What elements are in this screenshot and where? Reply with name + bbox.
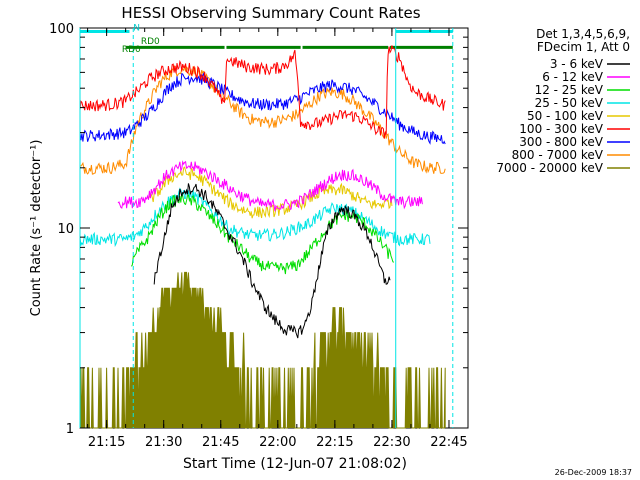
- legend-header: FDecim 1, Att 0: [537, 40, 630, 54]
- series-line-12-25kev: [131, 193, 395, 275]
- annotation-label: RD0: [141, 37, 160, 47]
- series-line-25-50kev: [79, 187, 431, 248]
- series-line-6-12kev: [117, 160, 423, 212]
- y-tick-label: 10: [57, 222, 74, 237]
- footer-date: 26-Dec-2009 18:37: [555, 468, 632, 477]
- x-tick-label: 21:15: [88, 435, 125, 450]
- series-lines: [79, 45, 446, 429]
- state-bars: [80, 30, 453, 49]
- series-line-800-7000kev: [79, 64, 446, 175]
- legend-label: 800 - 7000 keV: [512, 148, 604, 162]
- legend-label: 50 - 100 keV: [527, 109, 604, 123]
- y-tick-label: 100: [49, 22, 74, 37]
- series-line-7000-20000kev: [79, 271, 446, 429]
- x-tick-label: 21:45: [202, 435, 239, 450]
- annotation-label: N: [133, 24, 140, 34]
- y-axis-label: Count Rate (s⁻¹ detector⁻¹): [29, 140, 44, 317]
- y-tick-label: 1: [66, 422, 74, 437]
- y-axis: 1 10 100: [49, 22, 468, 437]
- x-tick-label: 22:45: [430, 435, 467, 450]
- legend-label: 7000 - 20000 keV: [496, 161, 603, 175]
- series-line-100-300kev: [79, 45, 446, 139]
- legend-label: 25 - 50 keV: [535, 96, 604, 110]
- series-line-3-6kev: [153, 183, 391, 339]
- x-tick-label: 21:30: [145, 435, 182, 450]
- annotation-label: RD0: [122, 45, 141, 55]
- x-tick-label: 22:15: [316, 435, 353, 450]
- x-tick-label: 22:00: [259, 435, 296, 450]
- series-line-300-800kev: [79, 72, 446, 145]
- legend: Det 1,3,4,5,6,9,FDecim 1, Att 0 3 - 6 keV…: [496, 27, 630, 175]
- series-line-50-100kev: [148, 166, 393, 219]
- legend-label: 6 - 12 keV: [542, 70, 604, 84]
- chart-title: HESSI Observing Summary Count Rates: [121, 4, 420, 22]
- x-axis-label: Start Time (12-Jun-07 21:08:02): [183, 456, 407, 472]
- legend-label: 300 - 800 keV: [519, 135, 603, 149]
- x-axis: 21:15 21:30 21:45 22:00 22:15 22:30 22:45: [87, 28, 469, 450]
- x-tick-label: 22:30: [373, 435, 410, 450]
- legend-label: 3 - 6 keV: [550, 57, 604, 71]
- legend-label: 100 - 300 keV: [519, 122, 603, 136]
- legend-header: Det 1,3,4,5,6,9,: [536, 27, 630, 41]
- legend-label: 12 - 25 keV: [535, 83, 604, 97]
